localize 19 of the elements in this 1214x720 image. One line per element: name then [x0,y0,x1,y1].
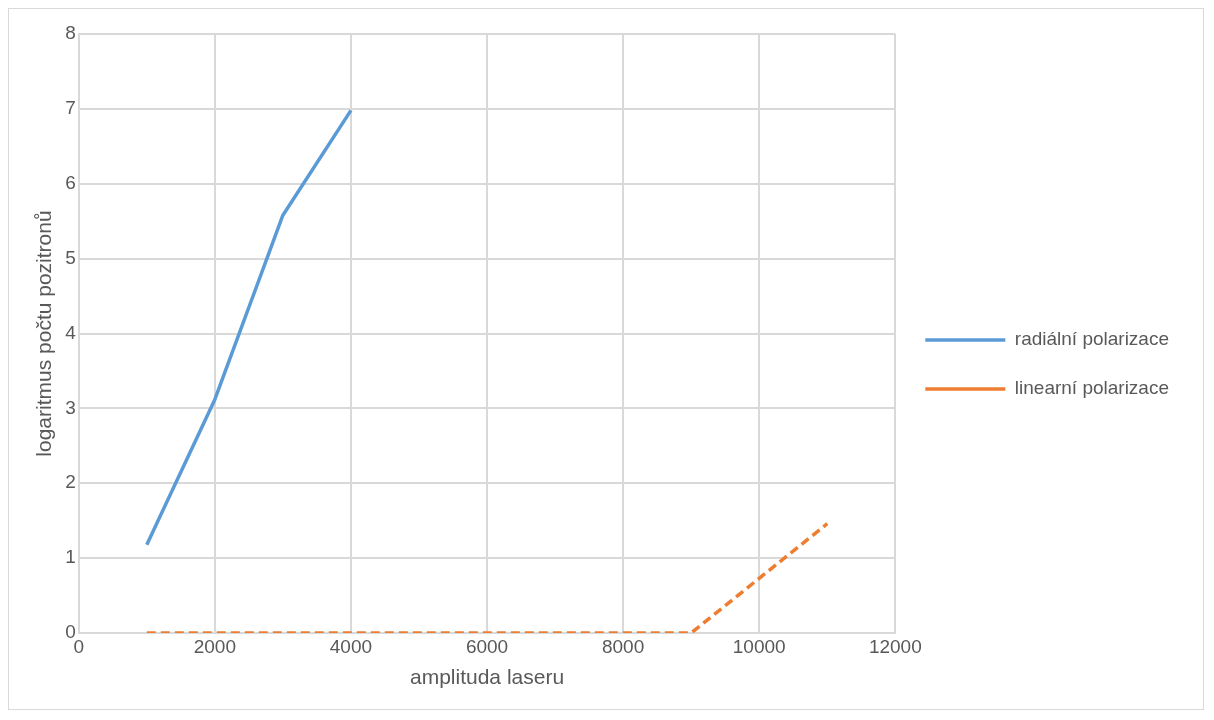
x-axis-title: amplituda laseru [409,665,565,689]
x-tick-label: 12000 [868,635,922,657]
y-axis-title: logaritmus počtu pozitronů [32,210,56,457]
x-tick-label: 4000 [329,635,373,657]
y-tick-label: 2 [65,471,76,493]
y-tick-label: 4 [65,321,77,343]
y-tick-label: 6 [65,171,76,193]
legend-label: linearní polarizace [1014,377,1169,399]
y-tick-label: 3 [65,396,76,418]
y-tick-label: 8 [65,22,76,44]
x-tick-label: 10000 [732,635,786,657]
y-tick-label: 0 [65,621,76,643]
y-tick-label: 5 [65,246,76,268]
x-tick-label: 2000 [193,635,236,657]
x-tick-label: 6000 [465,635,509,657]
y-tick-label: 1 [65,546,76,568]
y-tick-label: 7 [65,97,76,119]
legend-label: radiální polarizace [1014,328,1169,350]
x-tick-label: 8000 [601,635,645,657]
